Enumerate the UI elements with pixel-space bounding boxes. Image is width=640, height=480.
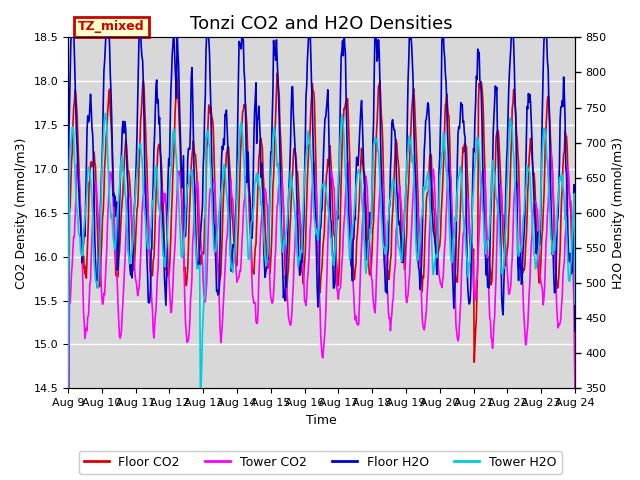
Title: Tonzi CO2 and H2O Densities: Tonzi CO2 and H2O Densities: [190, 15, 452, 33]
X-axis label: Time: Time: [306, 414, 337, 427]
Y-axis label: CO2 Density (mmol/m3): CO2 Density (mmol/m3): [15, 137, 28, 288]
Y-axis label: H2O Density (mmol/m3): H2O Density (mmol/m3): [612, 137, 625, 289]
Legend: Floor CO2, Tower CO2, Floor H2O, Tower H2O: Floor CO2, Tower CO2, Floor H2O, Tower H…: [79, 451, 561, 474]
Text: TZ_mixed: TZ_mixed: [78, 20, 145, 33]
